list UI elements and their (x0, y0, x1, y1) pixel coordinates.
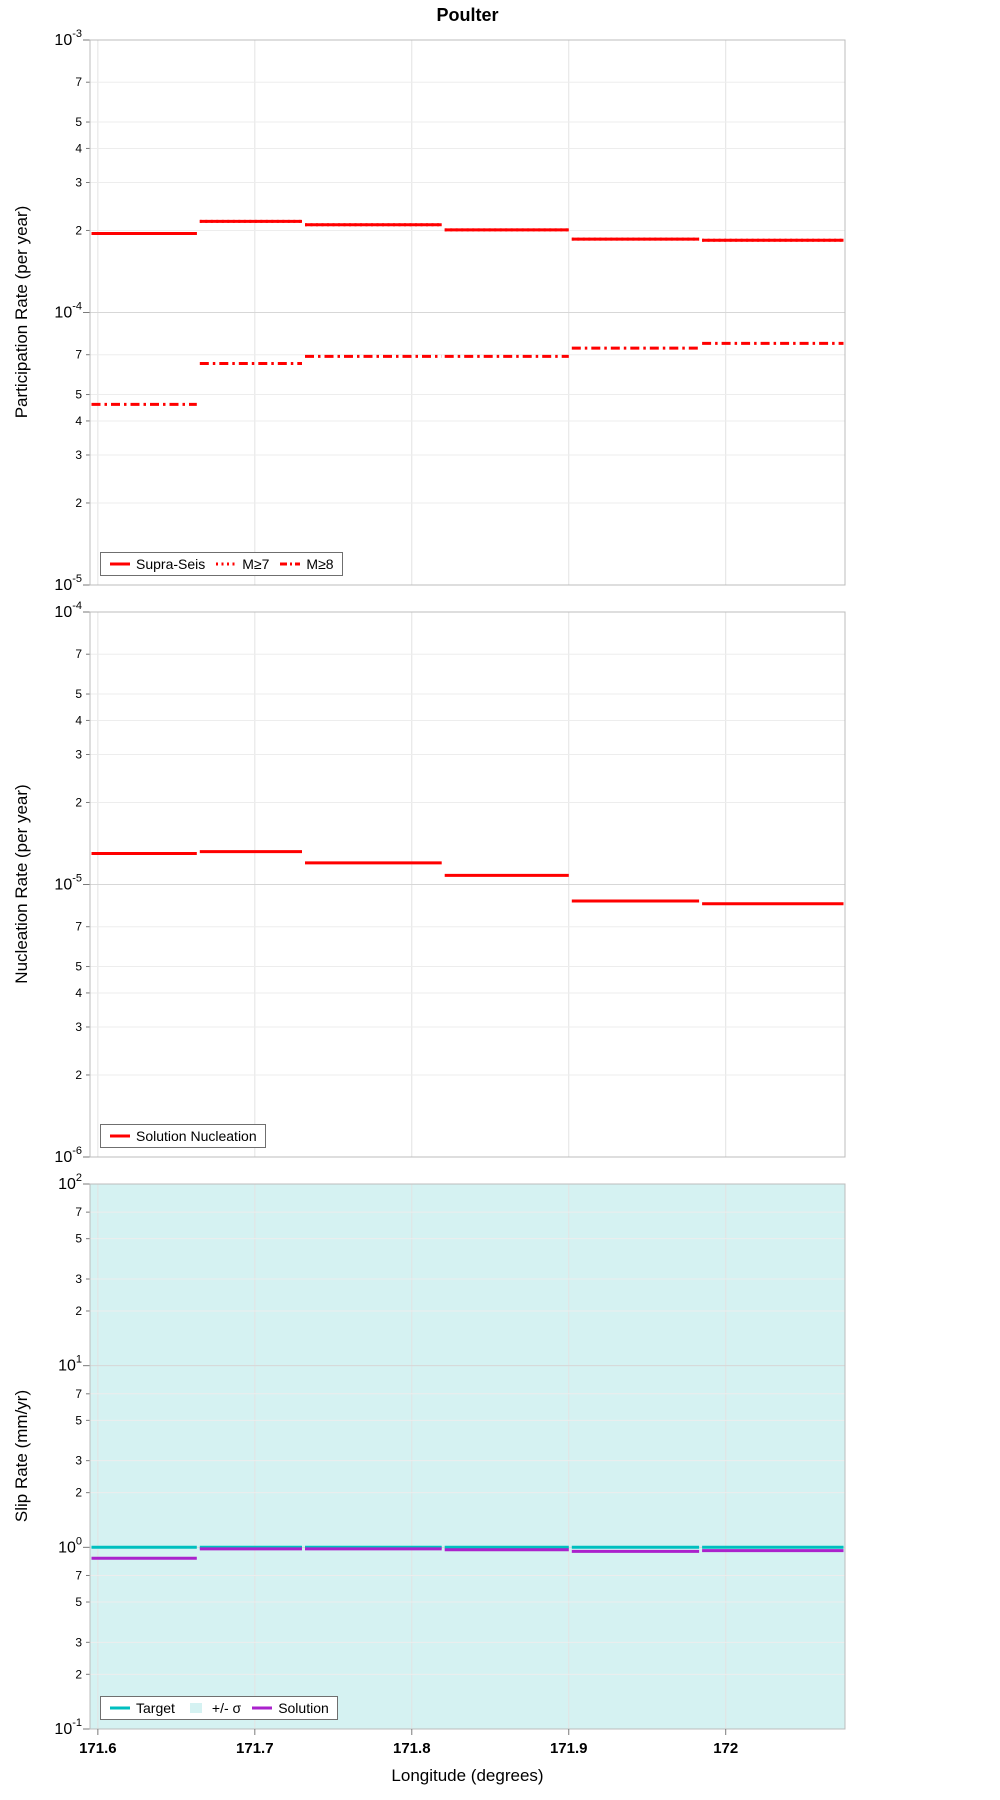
nucleation-legend: Solution Nucleation (100, 1124, 266, 1148)
svg-text:5: 5 (75, 115, 82, 129)
svg-text:3: 3 (75, 1020, 82, 1034)
svg-text:3: 3 (75, 1272, 82, 1286)
svg-text:7: 7 (75, 1568, 82, 1582)
axis-ticks (83, 39, 90, 586)
chart-title: Poulter (436, 5, 499, 25)
participation-panel: 10-3 7 5 4 3 2 10-4 7 5 4 3 2 10-5 (54, 28, 846, 594)
svg-text:7: 7 (75, 348, 82, 362)
svg-text:10-1: 10-1 (54, 1717, 82, 1738)
svg-text:3: 3 (75, 747, 82, 761)
sigma-swatch (189, 1703, 202, 1713)
svg-text:4: 4 (75, 713, 82, 727)
legend-item: Solution (251, 1700, 329, 1716)
svg-text:171.6: 171.6 (79, 1740, 117, 1757)
svg-text:5: 5 (75, 388, 82, 402)
svg-text:7: 7 (75, 1387, 82, 1401)
svg-text:102: 102 (58, 1172, 82, 1193)
legend-item: M≥7 (215, 556, 269, 572)
svg-text:10-4: 10-4 (54, 600, 82, 621)
legend-label: Supra-Seis (136, 556, 206, 572)
svg-text:10-4: 10-4 (54, 301, 82, 322)
minor-gridlines (90, 1211, 845, 1675)
axis-ticks (83, 611, 90, 1158)
sigma-band (90, 1184, 845, 1729)
legend-label: +/- σ (211, 1700, 242, 1716)
line-swatch (252, 1706, 273, 1710)
legend-item: Solution Nucleation (109, 1128, 257, 1144)
legend-item: Supra-Seis (109, 556, 205, 572)
svg-text:5: 5 (75, 1413, 82, 1427)
svg-text:10-3: 10-3 (54, 28, 82, 49)
svg-text:2: 2 (75, 496, 82, 510)
svg-text:171.7: 171.7 (236, 1740, 274, 1757)
plot-border (89, 39, 846, 586)
line-swatch (216, 562, 237, 566)
svg-text:7: 7 (75, 75, 82, 89)
svg-text:4: 4 (75, 986, 82, 1000)
svg-text:5: 5 (75, 687, 82, 701)
svg-text:2: 2 (75, 223, 82, 237)
x-gridlines (97, 1184, 727, 1729)
svg-text:2: 2 (75, 1304, 82, 1318)
svg-text:5: 5 (75, 960, 82, 974)
legend-label: M≥8 (306, 556, 334, 572)
svg-text:3: 3 (75, 448, 82, 462)
svg-text:4: 4 (75, 414, 82, 428)
svg-text:5: 5 (75, 1232, 82, 1246)
y-tick-labels: 102 7 5 3 2 101 7 5 3 2 100 7 5 3 2 10-1 (54, 1172, 82, 1738)
legend-label: M≥7 (242, 556, 270, 572)
series-Solution Nucleation (91, 850, 844, 906)
svg-text:172: 172 (713, 1740, 738, 1757)
series-M≥8 (91, 341, 844, 406)
x-axis-label: Longitude (degrees) (391, 1766, 544, 1785)
svg-text:171.8: 171.8 (393, 1740, 431, 1757)
axis-ticks (83, 1183, 90, 1730)
svg-text:3: 3 (75, 1454, 82, 1468)
slip-rate-panel: 102 7 5 3 2 101 7 5 3 2 100 7 5 3 2 10-1 171.6 171.7 171.8… (54, 1172, 846, 1757)
svg-text:171.9: 171.9 (550, 1740, 588, 1757)
minor-gridlines (90, 653, 845, 1076)
svg-text:101: 101 (58, 1354, 82, 1375)
participation-legend: Supra-Seis M≥7 M≥8 (100, 552, 343, 576)
svg-text:2: 2 (75, 1486, 82, 1500)
svg-text:10-5: 10-5 (54, 873, 82, 894)
svg-text:3: 3 (75, 1635, 82, 1649)
y-tick-labels: 10-3 7 5 4 3 2 10-4 7 5 4 3 2 10-5 (54, 28, 82, 594)
svg-text:2: 2 (75, 1068, 82, 1082)
y-tick-labels: 10-4 7 5 4 3 2 10-5 7 5 4 3 2 10-6 (54, 600, 82, 1166)
svg-text:2: 2 (75, 795, 82, 809)
line-swatch (280, 562, 301, 566)
svg-text:7: 7 (75, 920, 82, 934)
svg-text:7: 7 (75, 1205, 82, 1219)
legend-label: Solution Nucleation (136, 1128, 257, 1144)
line-swatch (110, 1706, 130, 1710)
legend-label: Target (136, 1700, 175, 1716)
svg-text:10-6: 10-6 (54, 1145, 82, 1166)
legend-label: Solution (278, 1700, 329, 1716)
nucleation-panel: 10-4 7 5 4 3 2 10-5 7 5 4 3 2 10-6 (54, 600, 846, 1166)
line-swatch (110, 562, 130, 566)
svg-text:10-5: 10-5 (54, 573, 82, 594)
plot-border (89, 1183, 846, 1730)
svg-text:2: 2 (75, 1667, 82, 1681)
series-M≥7 (91, 219, 844, 242)
legend-item: Target (109, 1700, 175, 1716)
line-swatch (110, 1134, 130, 1138)
legend-item: M≥8 (279, 556, 334, 572)
plot-border (89, 611, 846, 1158)
svg-text:7: 7 (75, 647, 82, 661)
legend-item: +/- σ (185, 1700, 241, 1716)
svg-text:3: 3 (75, 175, 82, 189)
minor-gridlines (90, 81, 845, 504)
svg-text:4: 4 (75, 141, 82, 155)
svg-text:100: 100 (58, 1535, 82, 1556)
series-Solution (91, 1547, 844, 1560)
svg-text:5: 5 (75, 1595, 82, 1609)
x-tick-labels: 171.6 171.7 171.8 171.9 172 (79, 1729, 738, 1757)
slip-rate-legend: Target +/- σ Solution (100, 1696, 338, 1720)
